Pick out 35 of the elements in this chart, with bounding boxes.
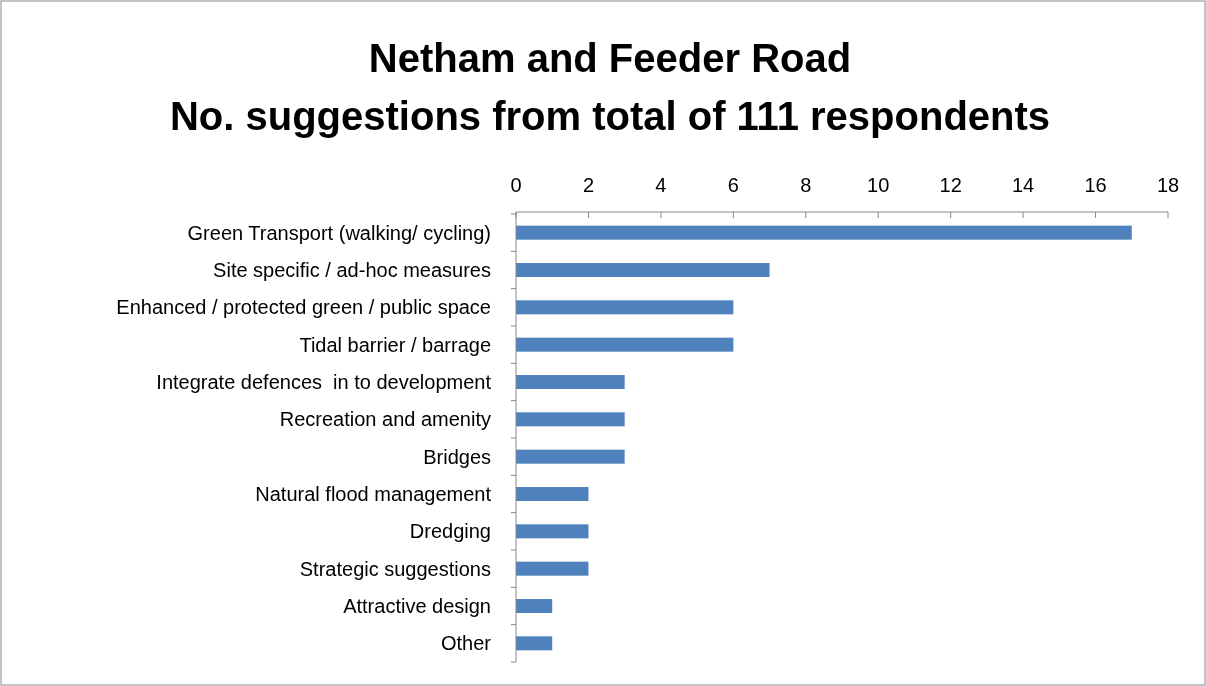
bar: [516, 225, 1132, 240]
bar: [516, 524, 589, 539]
x-tick-label: 14: [1011, 174, 1035, 196]
y-tick-label: Site specific / ad-hoc measures: [213, 259, 491, 281]
bar: [516, 263, 770, 277]
y-tick-label: Tidal barrier / barrage: [299, 333, 491, 356]
x-tick-label: 12: [939, 174, 962, 196]
bar: [516, 636, 553, 651]
x-tick-label: 8: [800, 174, 812, 196]
x-tick-label: 16: [1084, 174, 1107, 196]
x-tick-label: 0: [510, 174, 522, 196]
bar: [516, 449, 625, 464]
y-tick-label: Green Transport (walking/ cycling): [187, 221, 491, 244]
bar: [516, 561, 589, 576]
y-tick-label: Natural flood management: [255, 483, 492, 505]
x-tick-label: 6: [727, 174, 739, 196]
x-tick-label: 10: [867, 174, 890, 196]
y-tick-label: Strategic suggestions: [299, 557, 491, 580]
bar: [516, 599, 553, 613]
bar: [516, 337, 734, 352]
bar: [516, 375, 625, 389]
x-tick-label: 4: [655, 174, 667, 196]
x-tick-label: 18: [1156, 174, 1180, 196]
y-tick-label: Dredging: [409, 520, 491, 543]
y-tick-label: Bridges: [423, 445, 491, 468]
y-tick-label: Recreation and amenity: [279, 408, 491, 431]
chart-title: Netham and Feeder Road No. suggestions from total of 111 respondents: [169, 36, 1051, 138]
bar: [516, 300, 734, 315]
bar: [516, 487, 589, 501]
bar: [516, 412, 625, 427]
y-tick-label: Attractive design: [343, 595, 491, 617]
y-tick-label: Other: [440, 632, 492, 655]
y-tick-label: Enhanced / protected green / public space: [116, 296, 491, 319]
y-tick-label: Integrate defences in to development: [156, 371, 492, 393]
x-tick-label: 2: [582, 174, 595, 196]
